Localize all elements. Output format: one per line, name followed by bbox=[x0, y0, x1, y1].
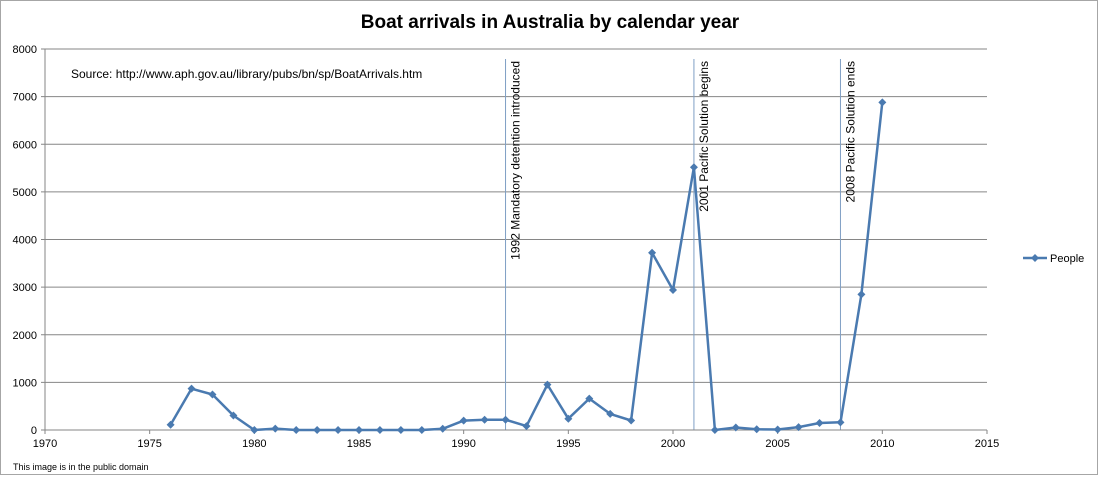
legend: People bbox=[1023, 253, 1084, 265]
data-point bbox=[229, 411, 238, 420]
data-point bbox=[815, 418, 824, 427]
y-tick-label: 5000 bbox=[13, 187, 37, 199]
data-point bbox=[292, 426, 301, 434]
x-tick-label: 2010 bbox=[870, 438, 894, 450]
x-tick-label: 1990 bbox=[451, 438, 475, 450]
data-point bbox=[648, 248, 657, 257]
data-point bbox=[878, 98, 887, 107]
y-tick-label: 1000 bbox=[13, 377, 37, 389]
annotation-layer: 1992 Mandatory detention introduced 2001 … bbox=[505, 59, 857, 430]
data-point bbox=[313, 426, 322, 434]
series-line-people bbox=[169, 102, 884, 432]
x-tick-label: 1985 bbox=[347, 438, 371, 450]
data-point bbox=[166, 420, 175, 429]
x-tick-label: 1975 bbox=[137, 438, 161, 450]
y-tick-label: 6000 bbox=[13, 139, 37, 151]
y-tick-label: 8000 bbox=[13, 44, 37, 56]
annotation-label: 1992 Mandatory detention introduced bbox=[509, 61, 523, 260]
data-point bbox=[606, 409, 615, 418]
annotation-label: 2008 Pacific Solution ends bbox=[843, 61, 857, 202]
data-point bbox=[564, 414, 573, 423]
data-point bbox=[501, 415, 510, 424]
data-point bbox=[710, 425, 719, 434]
data-point bbox=[417, 426, 426, 434]
data-point bbox=[627, 416, 636, 425]
data-point bbox=[585, 394, 594, 403]
data-point bbox=[438, 424, 447, 433]
data-point bbox=[522, 422, 531, 431]
x-tick-label: 1995 bbox=[556, 438, 580, 450]
source-note: Source: http://www.aph.gov.au/library/pu… bbox=[71, 67, 422, 81]
data-point bbox=[543, 380, 552, 389]
legend-label: People bbox=[1050, 253, 1084, 265]
series-layer bbox=[166, 98, 887, 434]
grid-layer bbox=[45, 48, 987, 383]
x-tick-label: 2015 bbox=[975, 438, 999, 450]
x-tick-label: 1980 bbox=[242, 438, 266, 450]
data-point bbox=[773, 425, 782, 434]
chart-title: Boat arrivals in Australia by calendar y… bbox=[360, 12, 740, 33]
axis-layer: 0 1000 2000 3000 4000 5000 6000 7000 8000 1970 197… bbox=[13, 44, 1000, 450]
x-tick-label: 2000 bbox=[661, 438, 685, 450]
y-tick-label: 7000 bbox=[13, 92, 37, 104]
data-point bbox=[669, 286, 677, 295]
data-point bbox=[857, 290, 866, 299]
data-point bbox=[375, 426, 384, 434]
data-point bbox=[250, 426, 259, 434]
data-point bbox=[480, 415, 489, 424]
data-point bbox=[355, 426, 363, 434]
data-point bbox=[208, 390, 217, 399]
footer-note: This image is in the public domain bbox=[13, 462, 149, 472]
y-tick-label: 4000 bbox=[13, 235, 37, 247]
data-point bbox=[731, 423, 740, 432]
data-point bbox=[689, 163, 698, 172]
data-point bbox=[836, 418, 845, 427]
x-tick-label: 2005 bbox=[765, 438, 789, 450]
data-point bbox=[187, 384, 196, 393]
data-point bbox=[459, 416, 468, 425]
data-point bbox=[271, 424, 280, 433]
data-point bbox=[334, 426, 343, 434]
y-tick-label: 2000 bbox=[13, 330, 37, 342]
y-tick-label: 3000 bbox=[13, 282, 37, 294]
annotation-label: 2001 Pacific Solution begins bbox=[697, 61, 711, 212]
legend-marker bbox=[1031, 254, 1039, 262]
data-point bbox=[396, 426, 405, 434]
x-tick-label: 1970 bbox=[33, 438, 57, 450]
data-point bbox=[794, 423, 803, 432]
y-tick-label: 0 bbox=[31, 425, 37, 437]
data-point bbox=[752, 425, 761, 434]
